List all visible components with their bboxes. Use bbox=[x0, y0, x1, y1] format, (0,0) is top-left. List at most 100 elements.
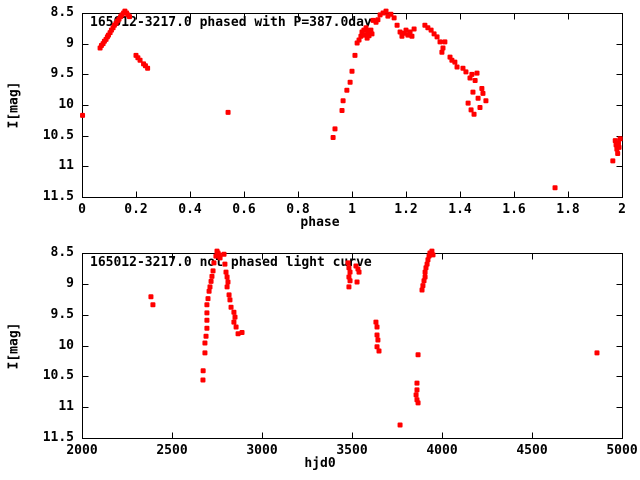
data-point bbox=[203, 333, 209, 339]
y-tick-label: 10 bbox=[58, 337, 74, 353]
y-tick-label: 8.5 bbox=[50, 245, 74, 260]
data-point bbox=[150, 302, 156, 308]
data-point bbox=[214, 248, 220, 254]
data-point bbox=[354, 279, 360, 285]
x-tick-label: 1.2 bbox=[394, 202, 418, 217]
plot-title: 165012-3217.0 not phased light curve bbox=[90, 255, 372, 270]
data-point bbox=[202, 340, 208, 346]
data-point bbox=[202, 350, 208, 356]
data-point bbox=[204, 325, 210, 331]
y-tick-label: 9.5 bbox=[50, 66, 74, 82]
plot-title: 165012-3217.0 phased with P=387.0day bbox=[90, 15, 372, 30]
x-tick-label: 0.2 bbox=[124, 202, 148, 217]
data-point bbox=[225, 279, 231, 285]
x-tick-label: 0 bbox=[78, 202, 86, 217]
data-point bbox=[200, 368, 206, 374]
data-point bbox=[420, 283, 426, 289]
x-tick-label: 2 bbox=[618, 202, 626, 217]
data-point bbox=[415, 352, 421, 358]
data-point bbox=[231, 309, 237, 315]
x-axis-label: phase bbox=[300, 215, 340, 230]
y-tick-label: 9 bbox=[66, 35, 74, 51]
data-point bbox=[205, 296, 211, 302]
data-point bbox=[413, 392, 419, 398]
data-point bbox=[148, 294, 154, 300]
data-point bbox=[233, 324, 239, 330]
x-tick-label: 2500 bbox=[156, 443, 188, 458]
data-point bbox=[430, 252, 436, 258]
x-tick-label: 1.8 bbox=[556, 202, 580, 217]
data-point bbox=[208, 278, 214, 284]
x-tick-label: 0.8 bbox=[286, 202, 310, 217]
x-axis-label: hjd0 bbox=[304, 456, 336, 471]
data-point bbox=[200, 377, 206, 383]
x-tick-label: 4500 bbox=[516, 443, 548, 458]
data-point bbox=[347, 278, 353, 284]
data-point bbox=[423, 265, 429, 271]
data-point bbox=[204, 302, 210, 308]
data-point bbox=[397, 422, 403, 428]
y-tick-label: 11 bbox=[58, 399, 74, 415]
data-point bbox=[421, 278, 427, 284]
plot-frame bbox=[82, 253, 623, 439]
x-tick-label: 1 bbox=[348, 202, 356, 217]
data-point bbox=[204, 317, 210, 323]
data-point bbox=[422, 274, 428, 280]
data-point bbox=[224, 284, 230, 290]
y-tick-label: 11.5 bbox=[42, 430, 74, 445]
x-tick-label: 0.4 bbox=[178, 202, 202, 217]
data-point bbox=[415, 400, 421, 406]
data-point bbox=[374, 344, 380, 350]
data-point bbox=[424, 261, 430, 267]
y-tick-label: 10.5 bbox=[42, 127, 74, 143]
data-point bbox=[375, 337, 381, 343]
data-point bbox=[235, 331, 241, 337]
data-point bbox=[346, 274, 352, 280]
y-tick-label: 9.5 bbox=[50, 306, 74, 322]
data-point bbox=[425, 257, 431, 263]
data-point bbox=[374, 332, 380, 338]
y-tick-label: 10.5 bbox=[42, 368, 74, 384]
y-tick-label: 11 bbox=[58, 158, 74, 174]
x-tick-label: 1.4 bbox=[448, 202, 472, 217]
data-point bbox=[376, 348, 382, 354]
data-point bbox=[224, 274, 230, 280]
x-tick-label: 0.6 bbox=[232, 202, 256, 217]
data-point bbox=[426, 253, 432, 259]
data-point bbox=[429, 248, 435, 254]
data-point bbox=[347, 269, 353, 275]
y-tick-label: 11.5 bbox=[42, 189, 74, 204]
data-point bbox=[594, 350, 600, 356]
data-point bbox=[206, 288, 212, 294]
data-point bbox=[226, 292, 232, 298]
data-point bbox=[228, 304, 234, 310]
y-tick-label: 8.5 bbox=[50, 5, 74, 20]
data-point bbox=[232, 314, 238, 320]
data-point bbox=[374, 324, 380, 330]
data-point bbox=[207, 284, 213, 290]
x-tick-label: 2000 bbox=[66, 443, 98, 458]
data-point bbox=[239, 330, 245, 336]
data-point bbox=[227, 297, 233, 303]
data-point bbox=[223, 269, 229, 275]
data-point bbox=[209, 273, 215, 279]
data-point bbox=[414, 397, 420, 403]
data-point bbox=[356, 269, 362, 275]
data-point bbox=[204, 310, 210, 316]
y-tick-label: 9 bbox=[66, 275, 74, 291]
data-point bbox=[419, 287, 425, 293]
data-point bbox=[422, 269, 428, 275]
x-tick-label: 3000 bbox=[246, 443, 278, 458]
x-tick-label: 4000 bbox=[426, 443, 458, 458]
data-point bbox=[346, 284, 352, 290]
x-tick-label: 5000 bbox=[606, 443, 638, 458]
x-tick-label: 1.6 bbox=[502, 202, 526, 217]
x-tick-label: 3500 bbox=[336, 443, 368, 458]
y-tick-label: 10 bbox=[58, 97, 74, 112]
data-point bbox=[427, 250, 433, 256]
data-point bbox=[414, 387, 420, 393]
data-point bbox=[231, 319, 237, 325]
